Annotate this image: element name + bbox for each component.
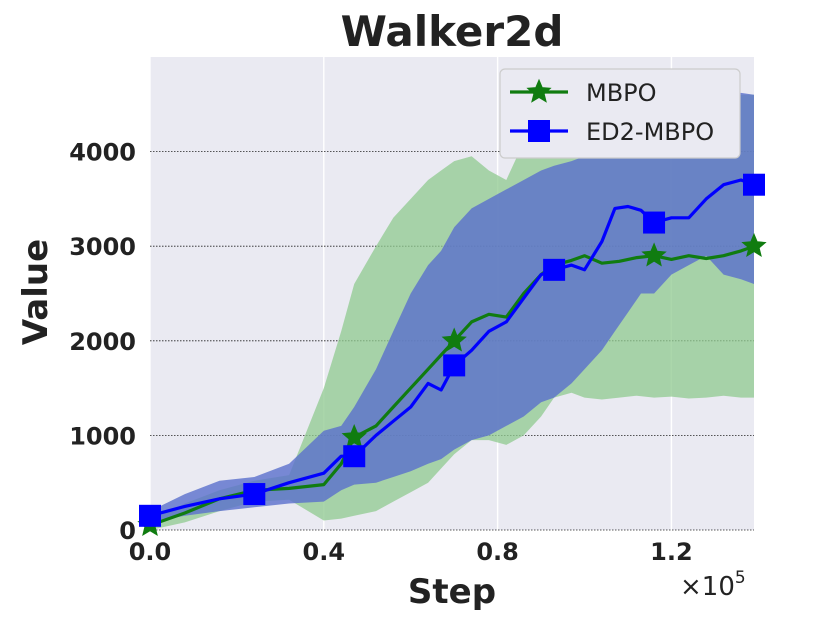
confidence-band-ed2-mbpo <box>150 92 754 523</box>
marker-ed2-mbpo <box>643 211 666 234</box>
y-tick-label: 2000 <box>69 328 136 356</box>
legend-label: ED2-MBPO <box>586 118 714 146</box>
x-tick-label: 0.0 <box>129 538 172 566</box>
legend-marker <box>528 120 550 142</box>
legend-marker <box>526 78 552 103</box>
marker-mbpo <box>741 232 767 257</box>
confidence-bands <box>150 85 754 530</box>
marker-ed2-mbpo <box>243 483 266 506</box>
x-offset-label: ×105 <box>680 568 746 602</box>
x-axis-label: Step <box>408 572 496 612</box>
x-tick-labels: 0.0 0.4 0.8 1.2 <box>129 538 693 566</box>
x-tick-label: 0.8 <box>476 538 519 566</box>
y-tick-label: 4000 <box>69 139 136 167</box>
legend-label: MBPO <box>586 79 657 107</box>
marker-ed2-mbpo <box>543 258 566 281</box>
marker-mbpo <box>341 423 367 449</box>
series-line-ed2-mbpo <box>150 178 754 518</box>
series-markers <box>137 173 767 537</box>
x-tick-label: 1.2 <box>650 538 693 566</box>
series-line-mbpo <box>150 244 754 527</box>
marker-ed2-mbpo <box>139 504 161 527</box>
marker-ed2-mbpo <box>443 354 466 377</box>
marker-ed2-mbpo <box>343 445 366 468</box>
y-tick-label: 3000 <box>69 233 136 261</box>
y-tick-labels: 0 1000 2000 3000 4000 <box>69 139 136 545</box>
series-lines <box>150 178 754 527</box>
x-tick-label: 0.4 <box>303 538 346 566</box>
marker-mbpo <box>641 242 667 267</box>
y-axis-label: Value <box>16 239 56 345</box>
marker-ed2-mbpo <box>743 173 765 196</box>
chart-title: Walker2d <box>341 7 564 56</box>
marker-mbpo <box>441 327 467 352</box>
legend: MBPO ED2-MBPO <box>499 68 741 159</box>
y-tick-label: 1000 <box>69 422 136 450</box>
y-tick-label: 0 <box>119 517 136 545</box>
